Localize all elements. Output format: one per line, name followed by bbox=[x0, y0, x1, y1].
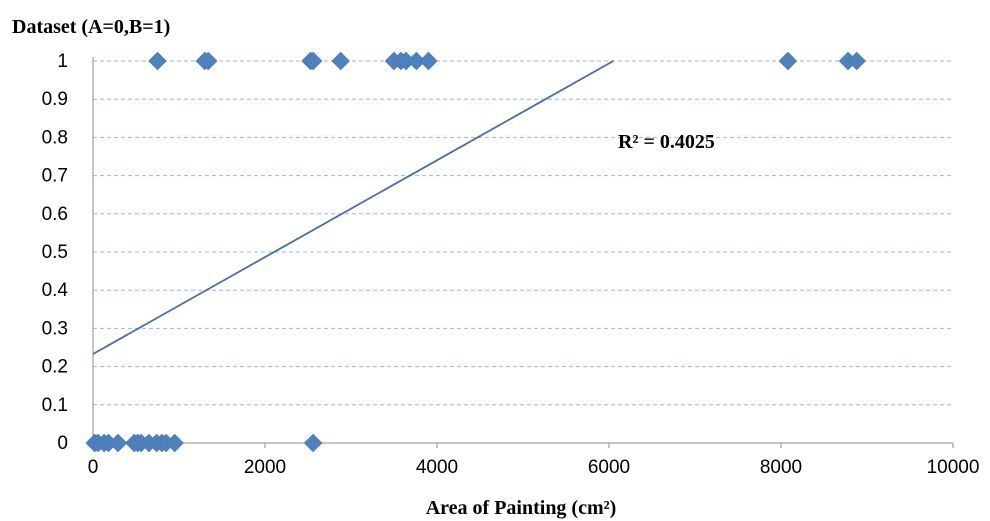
x-tick-label: 2000 bbox=[244, 457, 286, 478]
data-point bbox=[419, 51, 438, 71]
r-squared-annotation: R² = 0.4025 bbox=[618, 131, 715, 153]
y-tick-label: 0.1 bbox=[42, 395, 68, 416]
data-point bbox=[331, 51, 351, 71]
x-tick-label: 8000 bbox=[760, 457, 802, 478]
x-tick-label: 6000 bbox=[588, 457, 630, 478]
y-tick-label: 0.8 bbox=[42, 127, 68, 148]
y-tick-label: 0.9 bbox=[42, 89, 68, 110]
x-axis-tick-labels: 0 2000 4000 6000 8000 10000 bbox=[88, 443, 980, 478]
data-point bbox=[108, 433, 128, 453]
y-tick-label: 0.5 bbox=[42, 242, 68, 263]
data-point bbox=[165, 433, 185, 453]
data-point bbox=[778, 51, 798, 71]
axes bbox=[92, 57, 953, 444]
y-tick-label: 1 bbox=[57, 51, 68, 72]
trendline-group bbox=[92, 60, 614, 355]
x-tick-label: 0 bbox=[88, 457, 99, 478]
data-point bbox=[303, 51, 323, 71]
y-tick-label: 0.7 bbox=[42, 166, 68, 187]
y-axis-tick-labels: 0 0.1 0.2 0.3 0.4 0.5 0.6 0.7 0.8 0.9 1 bbox=[42, 51, 69, 454]
data-point bbox=[198, 51, 218, 71]
trendline bbox=[92, 60, 614, 355]
data-points bbox=[85, 51, 867, 453]
x-tick-label: 10000 bbox=[927, 457, 980, 478]
gridlines bbox=[93, 60, 953, 406]
y-tick-label: 0.4 bbox=[42, 280, 69, 301]
data-point bbox=[148, 51, 167, 71]
y-tick-label: 0.6 bbox=[42, 204, 68, 225]
data-point bbox=[847, 51, 867, 71]
y-axis-label: Dataset (A=0,B=1) bbox=[12, 16, 170, 38]
y-tick-label: 0.3 bbox=[42, 318, 68, 339]
y-tick-label: 0 bbox=[57, 433, 68, 454]
data-point bbox=[303, 433, 323, 453]
y-tick-label: 0.2 bbox=[42, 357, 68, 378]
x-tick-label: 4000 bbox=[416, 457, 458, 478]
x-axis-label: Area of Painting (cm²) bbox=[426, 497, 617, 519]
